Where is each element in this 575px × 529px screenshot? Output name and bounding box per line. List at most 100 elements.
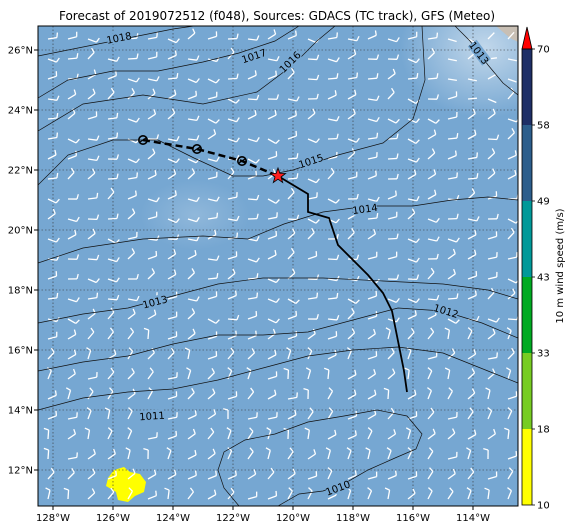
wind-barb — [67, 150, 78, 160]
wind-barb — [127, 190, 137, 200]
wind-barb — [107, 448, 116, 460]
wind-barb — [227, 367, 233, 380]
isobar-label-bg — [106, 29, 132, 46]
wind-barb — [507, 451, 518, 460]
wind-barb — [325, 447, 331, 460]
colorbar-segment — [522, 277, 532, 353]
wind-barb — [287, 392, 298, 400]
wind-barb — [387, 133, 399, 140]
wind-barb — [307, 471, 318, 480]
wind-barb — [127, 487, 133, 500]
wind-barb — [367, 30, 377, 40]
wind-barb — [207, 78, 220, 84]
wind-barb — [107, 187, 115, 200]
wind-barb — [207, 448, 216, 460]
wind-barb — [347, 137, 360, 143]
wind-barb — [387, 347, 395, 360]
wind-barb — [407, 298, 420, 304]
wind-barb — [487, 98, 497, 104]
wind-barb — [47, 112, 59, 120]
isobar-label: 1014 — [352, 203, 379, 217]
wind-barb — [327, 116, 340, 122]
wind-barb — [107, 154, 120, 160]
wind-barb — [427, 294, 440, 301]
wind-barb — [166, 447, 172, 460]
wind-barb — [347, 307, 355, 320]
wind-barb — [286, 347, 292, 360]
wind-barb — [107, 470, 117, 480]
lat-tick-label: 14°N — [8, 406, 33, 417]
wind-barb — [447, 451, 458, 460]
wind-barb — [127, 468, 136, 480]
wind-barb — [227, 192, 238, 200]
map-title: Forecast of 2019072512 (f048), Sources: … — [58, 9, 496, 23]
wind-barb — [307, 227, 315, 240]
wind-barb — [167, 469, 177, 480]
wind-barb — [487, 32, 495, 40]
wind-barb — [207, 91, 218, 100]
wind-barb — [167, 430, 178, 440]
wind-barb — [467, 97, 478, 100]
isobar-label-bg — [433, 301, 460, 320]
wind-barb — [467, 407, 474, 420]
wind-barb — [487, 471, 498, 480]
wind-barb — [404, 367, 410, 380]
isobar-label-bg — [297, 151, 324, 170]
colorbar-tick-label: 58 — [537, 121, 550, 132]
wind-barb — [247, 469, 257, 480]
wind-barb — [67, 31, 78, 40]
wind-barb — [327, 467, 333, 480]
wind-barb — [127, 77, 140, 83]
wind-barb — [67, 349, 77, 360]
isobar-label-bg — [141, 293, 168, 310]
wind-barb — [164, 487, 170, 500]
wind-barb — [387, 368, 396, 380]
wind-barb — [167, 269, 177, 280]
lat-tick-label: 22°N — [8, 166, 33, 177]
wind-barb — [427, 48, 436, 60]
wind-barb — [67, 194, 79, 200]
wind-barb — [247, 310, 258, 320]
wind-barb — [367, 152, 378, 160]
wind-barb — [247, 491, 258, 500]
colorbar-segment — [522, 125, 532, 201]
wind-barb — [127, 117, 140, 123]
past-track-line — [142, 138, 279, 178]
wind-barb — [387, 274, 400, 280]
wind-barb — [367, 212, 379, 220]
wind-barb — [485, 387, 491, 400]
lat-tick-label: 18°N — [8, 286, 33, 297]
wind-barb — [87, 488, 96, 500]
isobar-line — [454, 26, 518, 96]
wind-barb — [167, 50, 177, 60]
wind-barb — [427, 73, 439, 80]
wind-barb — [427, 32, 439, 40]
wind-barb — [184, 347, 191, 360]
wind-barb — [226, 427, 232, 440]
wind-barb — [467, 467, 475, 480]
wind-barb — [384, 487, 391, 500]
wind-barb — [147, 197, 160, 203]
longitude-ticks: 128°W 126°W 124°W 122°W 120°W 118°W 116°W 114°W — [36, 506, 490, 524]
wind-barb — [327, 315, 340, 321]
wind-barb — [327, 198, 340, 204]
wind-barb — [47, 347, 55, 360]
wind-barb — [47, 57, 60, 63]
latitude-ticks: 12°N 14°N 16°N 18°N 20°N 22°N 24°N 26°N — [8, 46, 38, 477]
wind-barb — [327, 275, 340, 282]
lon-tick-label: 122°W — [216, 513, 250, 524]
wind-barb — [87, 47, 95, 60]
wind-barb — [387, 190, 397, 200]
wind-barb — [427, 367, 433, 380]
wind-barb — [267, 70, 278, 80]
wind-barb — [167, 218, 180, 224]
wind-barb — [447, 412, 458, 420]
wind-barb — [267, 349, 277, 360]
wind-barb — [187, 115, 200, 122]
wind-barb — [227, 347, 235, 360]
wind-barb — [487, 108, 496, 120]
wind-barb — [287, 67, 295, 80]
wind-barb — [505, 367, 512, 380]
wind-barb — [487, 352, 498, 360]
colorbar-tick-label: 33 — [537, 349, 550, 360]
